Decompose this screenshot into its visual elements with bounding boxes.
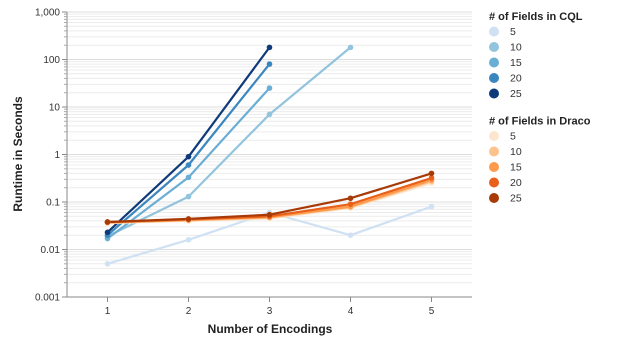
x-tick-label: 5 <box>429 306 435 317</box>
legend-swatch <box>489 131 499 141</box>
data-point-draco-25 <box>266 211 273 218</box>
data-point-cql-10 <box>266 111 273 118</box>
x-tick-label: 1 <box>105 306 111 317</box>
y-axis-title: Runtime in Seconds <box>11 96 25 212</box>
grid-lines <box>67 11 472 298</box>
legend-swatch <box>489 162 499 172</box>
legend-swatch <box>489 146 499 157</box>
legend-label: 10 <box>510 146 522 158</box>
legend-title: # of Fields in CQL <box>489 11 583 23</box>
legend-swatch <box>489 88 499 99</box>
y-tick-label: 0.01 <box>41 245 61 256</box>
legend-label: 25 <box>510 193 522 205</box>
legend-label: 10 <box>510 42 522 54</box>
legend-label: 15 <box>510 57 522 69</box>
x-tick-label: 2 <box>186 306 192 317</box>
legend-swatch <box>489 193 499 203</box>
data-point-draco-25 <box>428 170 435 177</box>
data-point-cql-5 <box>347 232 354 239</box>
legend-label: 20 <box>510 177 522 189</box>
data-point-draco-25 <box>104 219 111 225</box>
legend-swatch <box>489 177 499 188</box>
legend: # of Fields in CQL 5 10 15 20 25 # of Fields i… <box>489 11 591 205</box>
y-tick-label: 100 <box>43 55 60 66</box>
data-point-cql-20 <box>266 61 273 67</box>
y-tick-label: 0.001 <box>35 293 60 304</box>
data-point-cql-25 <box>266 44 273 51</box>
x-axis-title: Number of Encodings <box>208 322 333 336</box>
data-point-draco-25 <box>185 216 192 222</box>
data-point-draco-20 <box>347 201 354 207</box>
data-point-cql-5 <box>104 260 111 267</box>
data-point-cql-15 <box>185 174 192 181</box>
legend-swatch <box>489 42 499 52</box>
data-point-cql-20 <box>185 162 192 168</box>
series-lines <box>106 46 433 265</box>
y-tick-label: 1,000 <box>35 8 60 19</box>
y-tick-label: 1 <box>54 150 60 161</box>
data-point-draco-25 <box>347 195 354 202</box>
legend-swatch <box>489 26 499 37</box>
legend-swatch <box>489 57 499 68</box>
legend-label: 5 <box>510 26 516 38</box>
data-point-cql-15 <box>266 85 273 91</box>
legend-label: 15 <box>510 162 522 174</box>
axes: 0.001 0.01 0.1 1 10 100 1,000 1 2 3 4 5 <box>35 8 472 317</box>
legend-label: 25 <box>510 88 522 100</box>
legend-label: 5 <box>510 131 516 143</box>
data-points <box>104 44 435 267</box>
series-line-cql-10 <box>106 46 352 238</box>
x-tick-label: 3 <box>267 306 273 317</box>
data-point-cql-10 <box>347 44 354 51</box>
data-point-cql-5 <box>185 237 192 243</box>
data-point-cql-10 <box>185 193 192 200</box>
legend-swatch <box>489 73 499 83</box>
legend-title: # of Fields in Draco <box>489 116 591 128</box>
data-point-draco-20 <box>428 175 435 181</box>
data-point-cql-25 <box>185 153 192 160</box>
data-point-cql-25 <box>104 229 111 236</box>
y-tick-label: 0.1 <box>46 198 60 209</box>
legend-label: 20 <box>510 73 522 85</box>
x-tick-label: 4 <box>348 306 354 317</box>
data-point-cql-5 <box>428 203 435 210</box>
y-tick-label: 10 <box>49 103 61 114</box>
